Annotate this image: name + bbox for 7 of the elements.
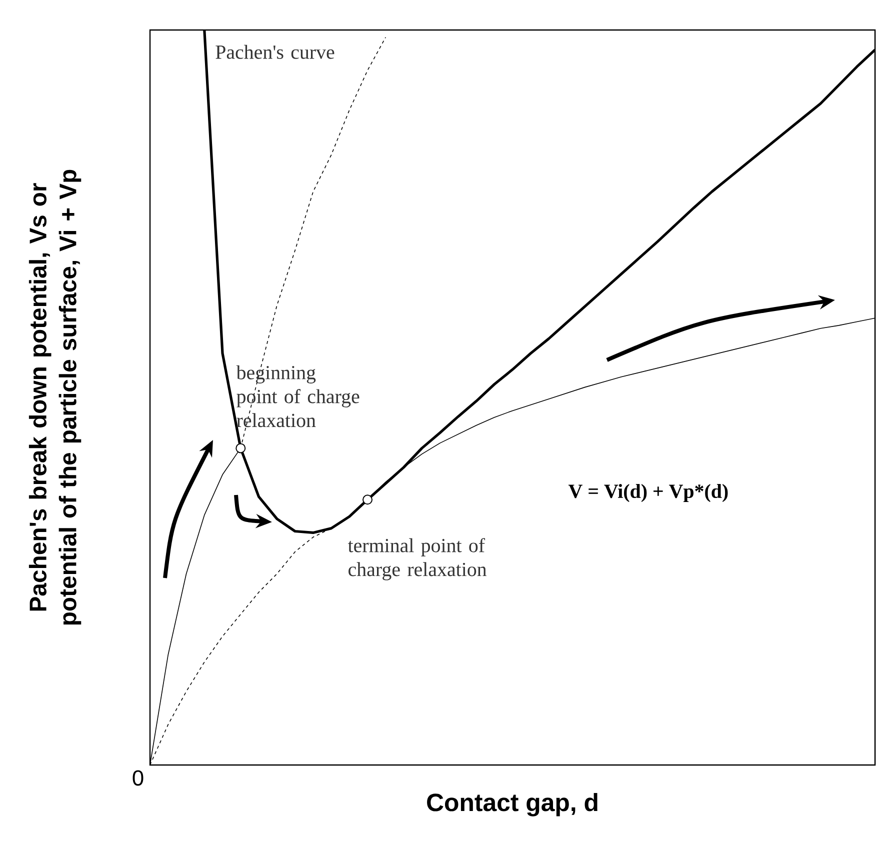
annotation: beginning point of charge relaxation [236,365,360,428]
text: 0 [132,770,144,786]
x-axis-title: Contact gap, d [427,793,598,816]
y-axis-title: Pachen's break down potential, Vs or potential of the particle surface, Vi + Vp [28,170,82,625]
annotation: terminal point of charge relaxation [348,538,487,580]
annotation: Pachen's curve [216,44,334,59]
annotation: V = Vi(d) + Vp*(d) [568,484,728,502]
